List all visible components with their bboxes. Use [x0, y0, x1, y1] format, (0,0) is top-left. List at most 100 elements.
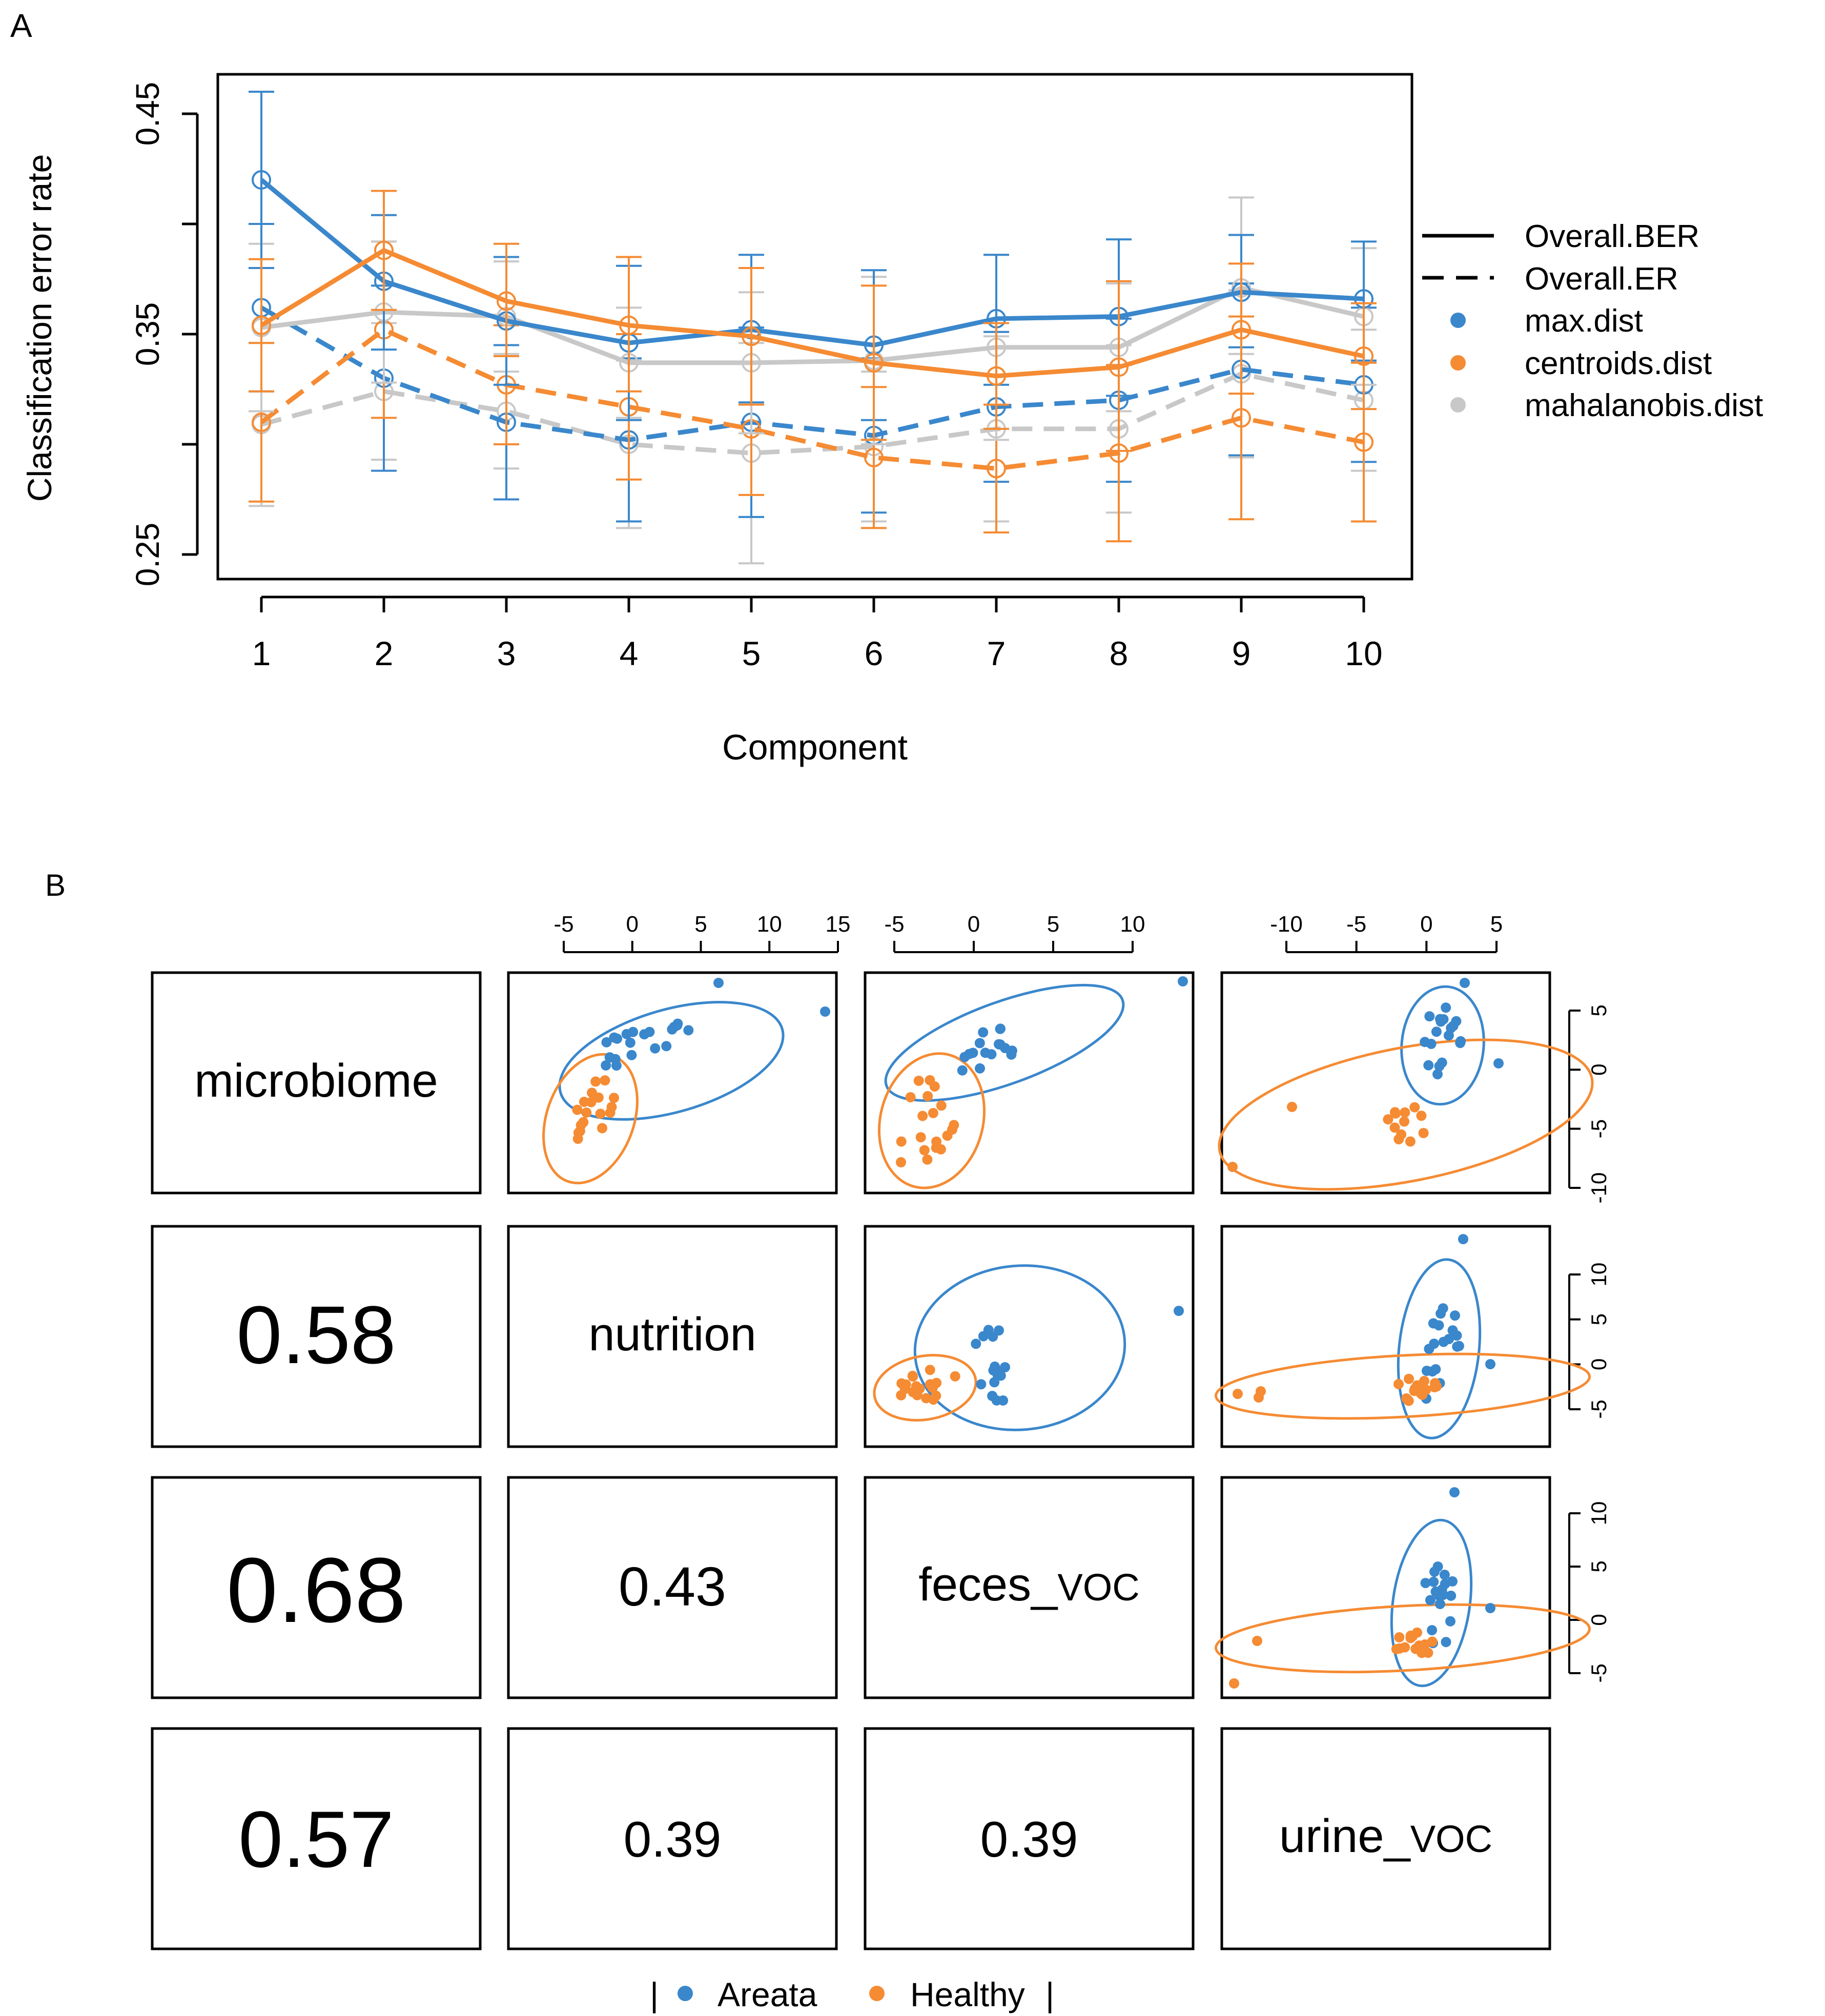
series-max-dist-er: [249, 223, 1377, 523]
box-r3-c1: [151, 1476, 482, 1699]
block-name-microbiome: microbiome: [194, 1055, 438, 1107]
x-tick-label: 9: [1232, 634, 1251, 672]
y-tick-label: 0.35: [129, 302, 166, 366]
feces-sub: VOC: [1057, 1566, 1139, 1609]
point-areata: [1431, 1026, 1442, 1037]
point-areata: [1429, 1339, 1440, 1349]
point-healthy: [590, 1076, 601, 1087]
x-tick-label: 5: [742, 634, 761, 672]
series-line: [260, 305, 1364, 442]
top-axis-label: 10: [1120, 912, 1145, 937]
point-areata: [1000, 1362, 1010, 1372]
top-axis-label: 0: [1420, 912, 1432, 937]
point-areata: [998, 1395, 1009, 1406]
right-axis-label: 10: [1587, 1501, 1611, 1526]
x-tick-label: 3: [497, 634, 516, 672]
point-healthy: [907, 1370, 918, 1381]
box-r3-c2: [507, 1476, 838, 1699]
point-healthy: [1227, 1162, 1238, 1172]
point-areata: [1178, 976, 1188, 986]
ellipse-healthy: [873, 1354, 977, 1422]
point-areata: [957, 1065, 968, 1076]
data-point: [1232, 320, 1251, 340]
y-tick-label: 0.45: [129, 82, 166, 146]
series-line: [260, 371, 1364, 456]
data-point: [619, 315, 639, 335]
point-healthy: [919, 1145, 930, 1156]
point-healthy: [925, 1379, 935, 1390]
point-healthy: [1229, 1678, 1239, 1689]
ellipse-healthy: [1214, 1352, 1591, 1420]
point-areata: [650, 1043, 661, 1054]
point-healthy: [1405, 1136, 1416, 1147]
point-healthy: [1393, 1379, 1404, 1389]
ellipse-areata: [1400, 985, 1485, 1106]
point-areata: [601, 1060, 611, 1071]
point-healthy: [1423, 1648, 1433, 1658]
point-areata: [995, 1039, 1006, 1050]
point-healthy: [1413, 1642, 1424, 1653]
top-axis-label: 5: [694, 912, 707, 937]
series-centroids-dist-ber: [249, 190, 1377, 452]
point-areata: [974, 1038, 985, 1048]
sample-legend: | Areata Healthy |: [650, 1976, 1054, 2013]
legend-areata: Areata: [717, 1976, 817, 2013]
point-healthy: [1404, 1373, 1414, 1384]
point-areata: [1452, 1341, 1463, 1352]
point-healthy: [1396, 1129, 1407, 1140]
box-r1-c2: [507, 971, 838, 1195]
ellipse-healthy: [542, 1053, 639, 1185]
point-healthy: [1409, 1102, 1420, 1113]
y-axis-title: Classification error rate: [20, 154, 58, 502]
error-rate-chart: 0.25 0.35 0.45 1 2 3 4 5 6 7 8 9 10 Classification …: [20, 73, 1763, 767]
right-axis-label: -5: [1587, 1663, 1611, 1682]
point-healthy: [1391, 1644, 1402, 1654]
point-healthy: [1389, 1122, 1400, 1133]
point-areata: [661, 1041, 672, 1052]
point-areata: [1447, 1325, 1458, 1336]
point-healthy: [600, 1075, 610, 1086]
top-axis-label: 15: [826, 912, 851, 937]
data-point: [252, 413, 271, 432]
series-max-dist-ber: [249, 91, 1377, 421]
legend-dot-centroids-dist: [1450, 355, 1466, 371]
box-r3-c3: [864, 1476, 1195, 1699]
top-axes: -5 0 5 10 15 -5 0 5 10 -10 -5 0 5: [553, 912, 1503, 953]
point-areata: [1423, 1060, 1434, 1071]
sample-points: [572, 976, 1504, 1689]
x-tick-label: 8: [1110, 634, 1129, 672]
legend-mahalanobis-dist: mahalanobis.dist: [1525, 388, 1763, 423]
block-correlation-matrix: microbiome nutrition feces_VOC urine_VOC…: [151, 912, 1611, 2013]
point-areata: [1432, 1561, 1443, 1572]
box-r2-c3: [864, 1225, 1195, 1448]
point-healthy: [922, 1154, 933, 1165]
point-areata: [1458, 1234, 1468, 1244]
y-tick-label: 0.25: [129, 523, 166, 587]
block-name-feces-voc: feces_VOC: [918, 1558, 1139, 1611]
point-healthy: [1394, 1632, 1405, 1642]
legend-centroids-dist: centroids.dist: [1525, 346, 1712, 381]
point-areata: [995, 1370, 1006, 1381]
point-areata: [1446, 1590, 1457, 1601]
top-axis-label: -5: [1346, 912, 1366, 937]
point-areata: [1427, 1625, 1438, 1636]
y-axis: 0.25 0.35 0.45: [129, 82, 199, 587]
point-healthy: [586, 1097, 597, 1107]
point-areata: [1435, 1014, 1445, 1024]
point-areata: [713, 978, 724, 988]
box-r2-c4: [1220, 1225, 1551, 1448]
point-healthy: [905, 1092, 916, 1103]
point-areata: [1455, 1036, 1466, 1046]
x-tick-label: 4: [620, 634, 639, 672]
point-areata: [1428, 1576, 1439, 1587]
x-axis: 1 2 3 4 5 6 7 8 9 10: [252, 595, 1383, 672]
point-healthy: [572, 1134, 583, 1144]
x-tick-label: 7: [987, 634, 1006, 672]
legend-dot-areata: [678, 1986, 693, 2001]
ellipse-areata: [884, 983, 1125, 1102]
point-areata: [1430, 1586, 1441, 1597]
right-axis-label: 5: [1587, 1560, 1611, 1572]
point-areata: [1447, 1576, 1458, 1587]
point-areata: [987, 1391, 998, 1401]
point-areata: [994, 1325, 1004, 1336]
